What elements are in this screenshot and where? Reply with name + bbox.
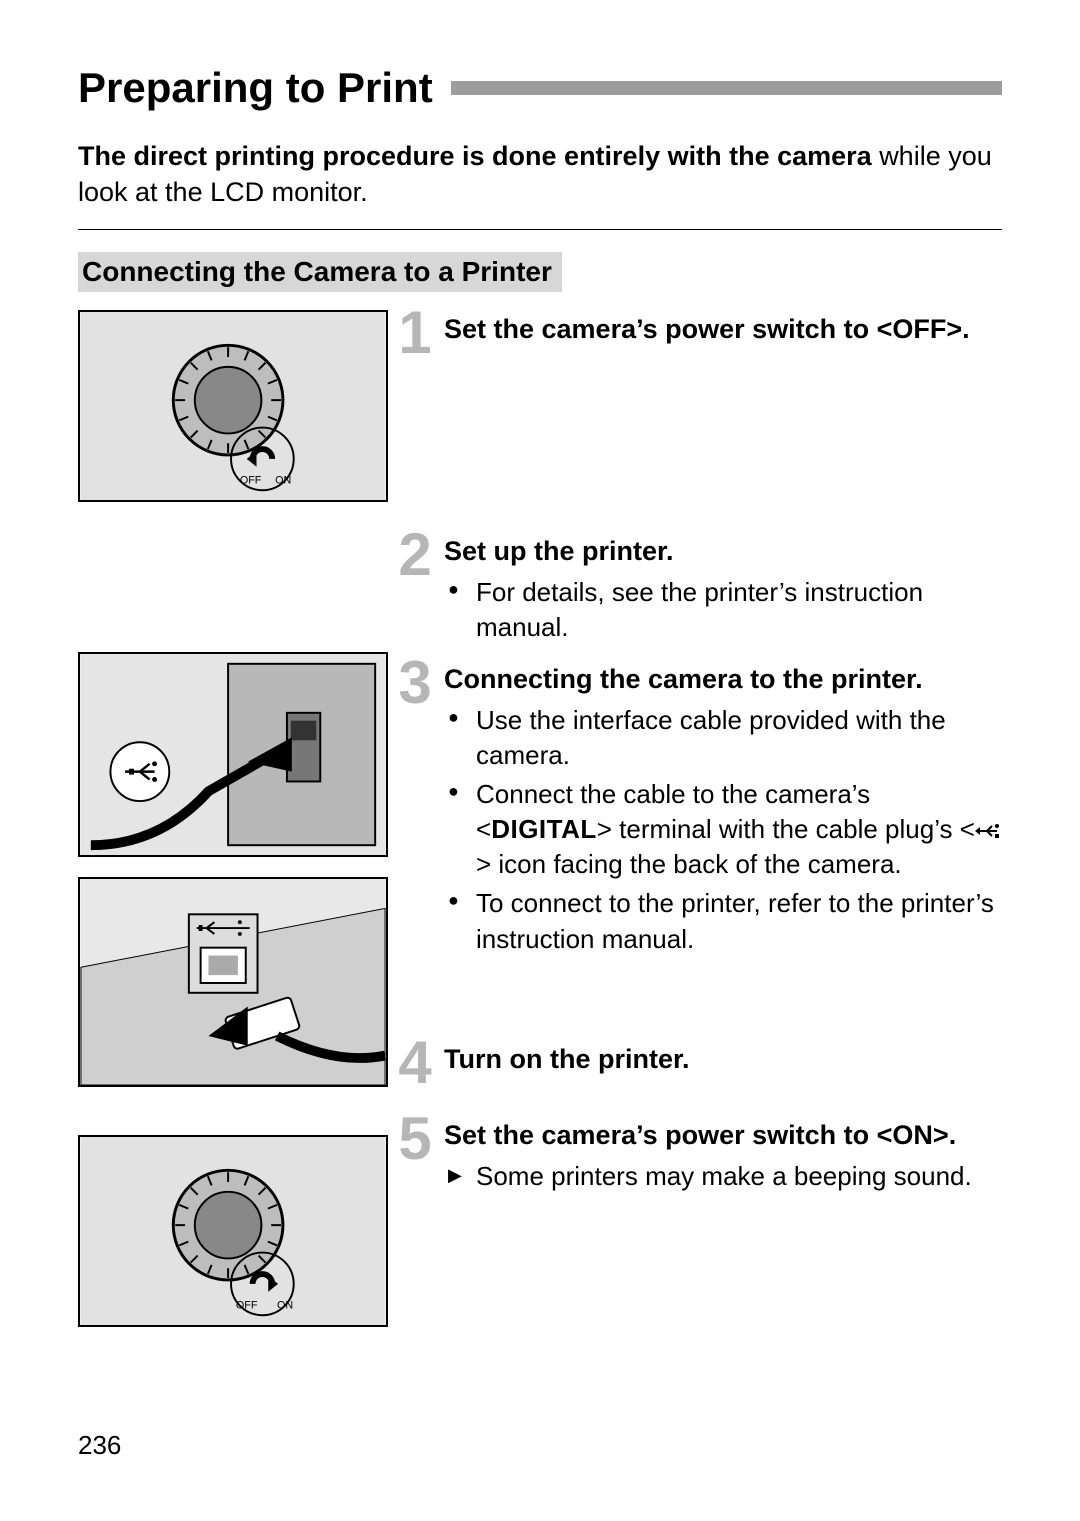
step-title: Turn on the printer. [444,1042,1002,1077]
section-divider [78,229,1002,230]
step-body: Turn on the printer. [444,1040,1002,1083]
step-title: Connecting the camera to the printer. [444,662,1002,697]
svg-text:ON: ON [277,1299,293,1311]
title-rule [451,81,1002,95]
digital-terminal-label: DIGITAL [491,814,597,844]
intro-bold: The direct printing procedure is done en… [78,141,872,171]
svg-text:ON: ON [275,474,291,486]
step-body: Set up the printer. For details, see the … [444,532,1002,649]
step-4: 4 Turn on the printer. [396,1040,1002,1116]
bullet-item: To connect to the printer, refer to the … [448,886,1002,956]
section-heading: Connecting the Camera to a Printer [78,252,562,292]
usb-icon [975,814,1001,844]
step-bullets: For details, see the printer’s instructi… [444,575,1002,645]
bullet-item: For details, see the printer’s instructi… [448,575,1002,645]
step-body: Set the camera’s power switch to <ON>. So… [444,1116,1002,1198]
svg-text:OFF: OFF [236,1299,258,1311]
step-bullets: Use the interface cable provided with th… [444,703,1002,957]
step-2: 2 Set up the printer. For details, see the… [396,532,1002,660]
fig-cable-printer [78,877,388,1087]
step-1: 1 Set the camera’s power switch to <OFF>. [396,310,1002,532]
step-number: 2 [396,532,434,579]
manual-page: Preparing to Print The direct printing p… [0,0,1080,1198]
content-area: OFF ONOFF ON 1 Set the camera’s power switc… [78,310,1002,1198]
step-body: Connecting the camera to the printer. Use… [444,660,1002,961]
step-5: 5Set the camera’s power switch to <ON>.S… [396,1116,1002,1198]
step-title: Set up the printer. [444,534,1002,569]
bullet-item: Connect the cable to the camera’s <DIGIT… [448,777,1002,882]
figures-column: OFF ON OFF ON [78,310,388,1330]
step-title: Set the camera’s power switch to <ON>. [444,1118,1002,1153]
step-title: Set the camera’s power switch to <OFF>. [444,312,1002,347]
step-number: 4 [396,1040,434,1087]
step-number: 1 [396,310,434,357]
intro-paragraph: The direct printing procedure is done en… [78,138,1002,211]
fig-power-on: OFF ON [78,1135,388,1327]
bullet-item: Some printers may make a beeping sound. [448,1159,1002,1194]
step-bullets: Some printers may make a beeping sound. [444,1159,1002,1194]
page-number: 236 [78,1430,121,1461]
bullet-item: Use the interface cable provided with th… [448,703,1002,773]
page-title: Preparing to Print [78,64,433,112]
fig-cable-camera [78,652,388,857]
step-3: 3 Connecting the camera to the printer. Us… [396,660,1002,1040]
title-row: Preparing to Print [78,64,1002,112]
svg-text:OFF: OFF [240,474,262,486]
step-body: Set the camera’s power switch to <OFF>. [444,310,1002,353]
fig-power-off: OFF ON [78,310,388,502]
step-number: 5 [396,1116,434,1163]
steps-column: 1 Set the camera’s power switch to <OFF>.… [396,310,1002,1198]
step-number: 3 [396,660,434,707]
